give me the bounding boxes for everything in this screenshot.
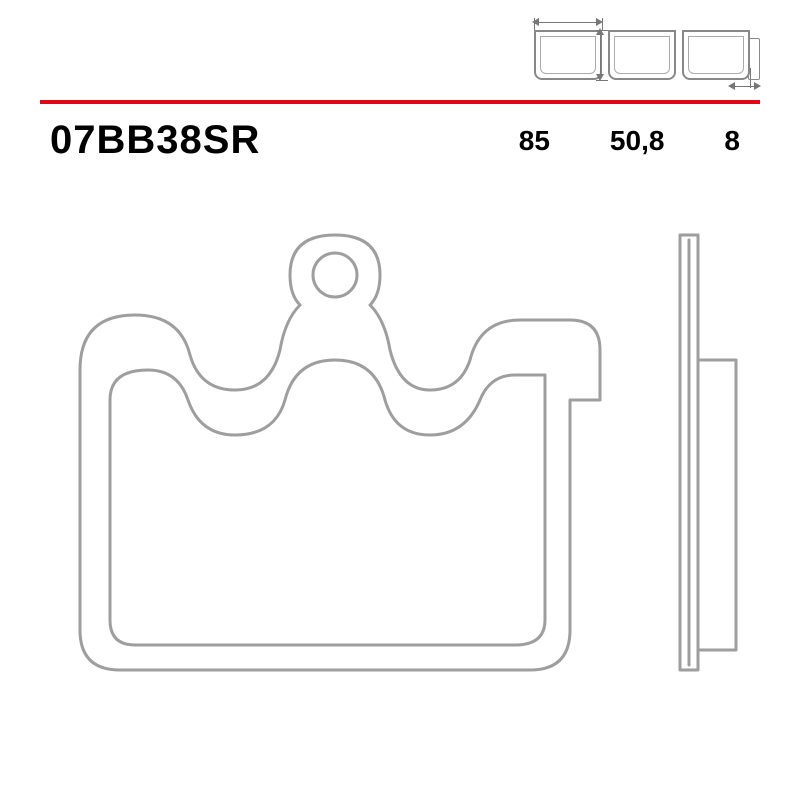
dimensions-group: 85 50,8 8 [519, 125, 750, 157]
thickness-indicator-icon [682, 30, 750, 80]
part-number: 07BB38SR [50, 118, 260, 163]
brake-pad-outline-svg [40, 200, 760, 760]
dim-width: 85 [519, 125, 550, 157]
page: 07BB38SR 85 50,8 8 [0, 0, 800, 800]
width-indicator-icon [534, 30, 602, 80]
dim-thickness: 8 [724, 125, 740, 157]
front-outer-contour [80, 235, 600, 670]
front-inner-contour [110, 360, 545, 645]
dimension-key-icons [534, 30, 750, 80]
spec-row: 07BB38SR 85 50,8 8 [50, 118, 750, 163]
technical-drawing [40, 200, 760, 760]
dim-height: 50,8 [610, 125, 665, 157]
side-profile [680, 235, 736, 670]
separator-line [40, 100, 760, 104]
mounting-hole [313, 253, 357, 297]
height-indicator-icon [608, 30, 676, 80]
